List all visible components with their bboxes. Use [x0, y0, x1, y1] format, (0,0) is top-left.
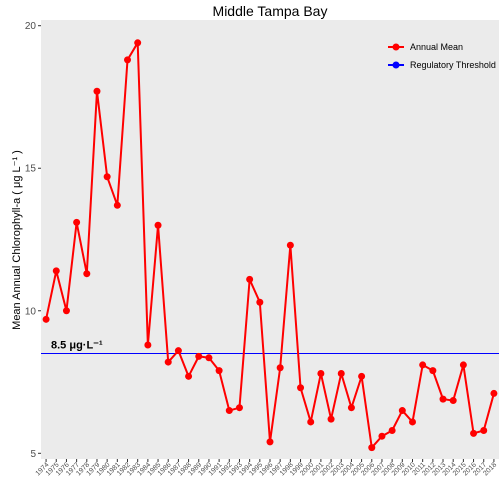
annual-mean-point-2005 [358, 372, 366, 380]
annual-mean-point-1977 [73, 218, 81, 226]
annual-mean-point-1986 [164, 358, 172, 366]
annual-mean-point-1991 [215, 367, 223, 375]
annual-mean-point-1994 [246, 275, 254, 283]
annual-mean-point-1989 [195, 352, 203, 360]
y-tick-label-5: 5 [30, 449, 36, 460]
annual-mean-point-1992 [225, 407, 233, 415]
y-tick-label-15: 15 [25, 164, 37, 175]
annual-mean-point-2015 [459, 361, 467, 369]
legend-label-regulatory-threshold: Regulatory Threshold [410, 60, 496, 70]
annual-mean-point-1997 [276, 364, 284, 372]
legend: Annual Mean Regulatory Threshold [383, 38, 499, 76]
annual-mean-point-2013 [439, 395, 447, 403]
annual-mean-point-2018 [490, 389, 498, 397]
annual-mean-point-2002 [327, 415, 335, 423]
annual-mean-point-2008 [388, 426, 396, 434]
chart-title: Middle Tampa Bay [213, 3, 328, 19]
annual-mean-point-1985 [154, 221, 162, 229]
annual-mean-point-1987 [174, 347, 182, 355]
annual-mean-point-1983 [134, 39, 142, 47]
annual-mean-point-1995 [256, 298, 264, 306]
annual-mean-point-2000 [307, 418, 315, 426]
annual-mean-point-1996 [266, 438, 274, 446]
y-tick-label-20: 20 [25, 21, 37, 32]
annual-mean-point-2012 [429, 367, 437, 375]
threshold-annotation: 8.5 μg·L⁻¹ [51, 340, 103, 352]
annual-mean-point-2017 [480, 426, 488, 434]
annual-mean-point-2001 [317, 369, 325, 377]
annual-mean-point-2016 [470, 429, 478, 437]
annual-mean-point-1976 [62, 307, 70, 315]
y-axis: 5 10 15 20 [25, 21, 41, 460]
annual-mean-point-1999 [297, 384, 305, 392]
threshold-layer: 8.5 μg·L⁻¹ [41, 340, 499, 355]
annual-mean-point-2009 [398, 407, 406, 415]
x-axis: 1974197519761977197819791980198119821983… [35, 459, 498, 477]
legend-marker-annual-mean [392, 43, 400, 51]
annual-mean-point-1993 [235, 404, 243, 412]
annual-mean-point-2010 [408, 418, 416, 426]
series-layer [42, 39, 498, 452]
annual-mean-point-2003 [337, 369, 345, 377]
annual-mean-point-1988 [185, 372, 193, 380]
plot-panel [41, 20, 499, 459]
annual-mean-point-2006 [368, 444, 376, 452]
y-tick-label-10: 10 [25, 306, 37, 317]
legend-box [383, 38, 499, 76]
annual-mean-point-1979 [93, 87, 101, 95]
annual-mean-point-1974 [42, 315, 50, 323]
annual-mean-point-2004 [347, 404, 355, 412]
annual-mean-point-1990 [205, 354, 213, 362]
annual-mean-point-1980 [103, 173, 111, 181]
annual-mean-point-1984 [144, 341, 152, 349]
annual-mean-point-1975 [52, 267, 60, 275]
legend-marker-regulatory-threshold [392, 61, 400, 69]
annual-mean-point-1981 [113, 201, 121, 209]
annual-mean-point-1982 [124, 56, 132, 64]
annual-mean-point-1998 [286, 241, 294, 249]
annual-mean-point-1978 [83, 270, 91, 278]
annual-mean-point-2011 [419, 361, 427, 369]
legend-label-annual-mean: Annual Mean [410, 42, 463, 52]
annual-mean-point-2014 [449, 397, 457, 405]
y-axis-label: Mean Annual Chlorophyll-a ( μg L⁻¹ ) [11, 150, 23, 330]
annual-mean-point-2007 [378, 432, 386, 440]
